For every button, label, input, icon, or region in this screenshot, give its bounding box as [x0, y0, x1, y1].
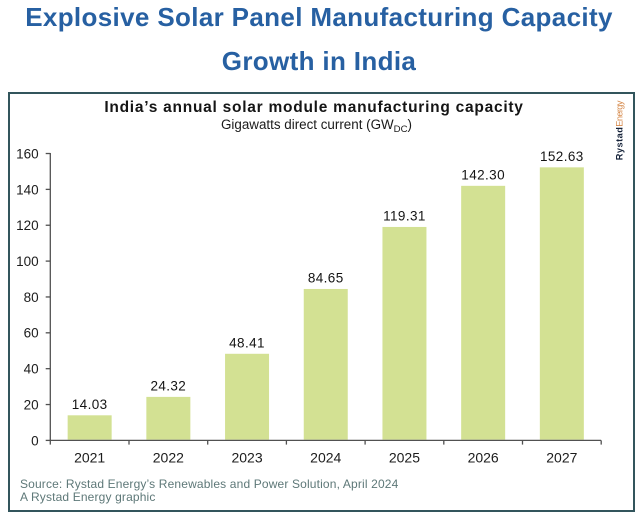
svg-text:80: 80	[24, 290, 39, 305]
svg-text:119.31: 119.31	[383, 209, 426, 224]
svg-text:120: 120	[16, 218, 39, 233]
svg-text:2026: 2026	[468, 449, 499, 465]
svg-text:2021: 2021	[74, 449, 105, 465]
svg-text:2027: 2027	[546, 449, 577, 465]
svg-text:84.65: 84.65	[308, 271, 344, 286]
svg-text:2024: 2024	[310, 449, 341, 465]
svg-text:142.30: 142.30	[461, 167, 505, 182]
svg-text:14.03: 14.03	[72, 397, 108, 412]
svg-text:2023: 2023	[231, 449, 262, 465]
svg-text:0: 0	[31, 433, 39, 448]
svg-text:100: 100	[16, 254, 39, 269]
svg-text:24.32: 24.32	[150, 378, 186, 393]
svg-text:48.41: 48.41	[229, 335, 265, 350]
svg-text:160: 160	[16, 146, 39, 161]
svg-text:2022: 2022	[153, 449, 184, 465]
svg-text:140: 140	[16, 182, 39, 197]
svg-text:40: 40	[24, 362, 39, 377]
svg-text:152.63: 152.63	[540, 149, 584, 164]
svg-text:60: 60	[24, 326, 39, 341]
svg-text:20: 20	[24, 397, 39, 412]
svg-text:2025: 2025	[389, 449, 420, 465]
svg-text:RystadEnergy: RystadEnergy	[615, 100, 625, 160]
